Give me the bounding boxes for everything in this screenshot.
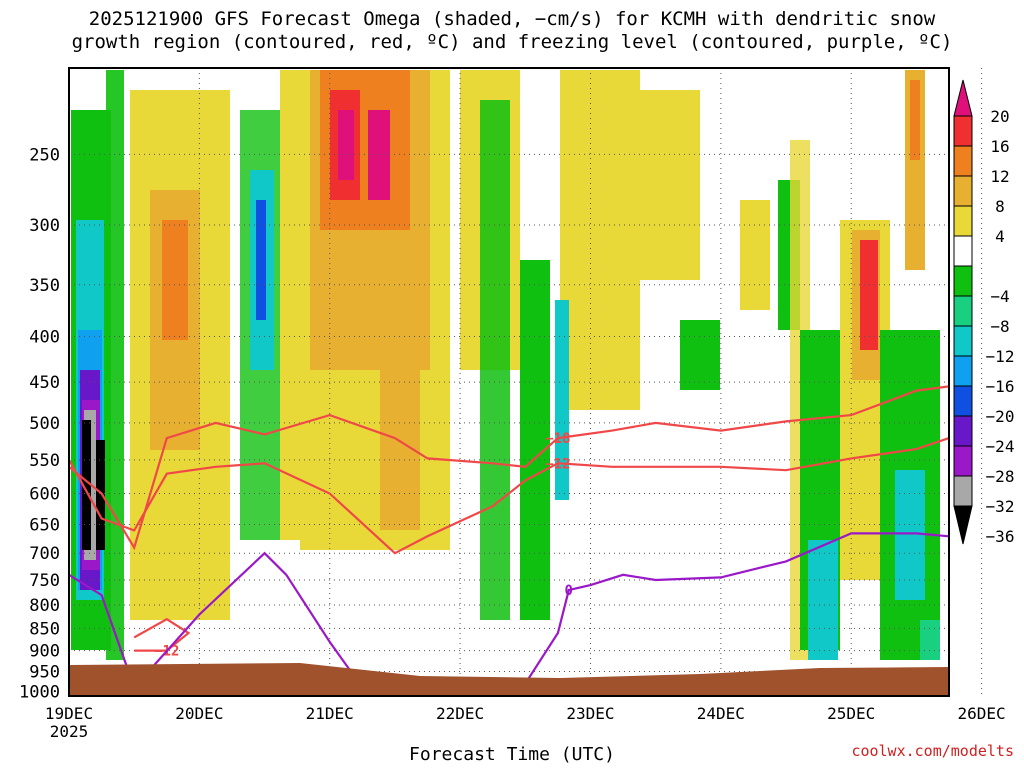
y-tick-label: 400 (29, 327, 60, 347)
colorbar-segment (953, 205, 973, 237)
y-tick-label: 500 (29, 414, 60, 434)
colorbar-segment (953, 325, 973, 357)
colorbar-label: −24 (986, 437, 1015, 456)
y-tick-label: 800 (29, 596, 60, 616)
x-tick-label: 20DEC (175, 704, 223, 723)
colorbar-label: 16 (990, 137, 1009, 156)
chart-title-line2: growth region (contoured, red, ºC) and f… (71, 31, 953, 53)
y-tick-label: 300 (29, 216, 60, 236)
y-tick-label: 650 (29, 516, 60, 536)
colorbar-segment (953, 265, 973, 297)
y-tick-label: 600 (29, 485, 60, 505)
x-axis: 19DEC 20DEC 21DEC 22DEC 23DEC 24DEC 25DEC 26DEC… (45, 704, 1006, 741)
x-tick-label: 23DEC (566, 704, 614, 723)
colorbar-segment (953, 445, 973, 477)
colorbar-segment (953, 385, 973, 417)
y-tick-label: 950 (29, 663, 60, 683)
y-tick-label: 700 (29, 544, 60, 564)
y-tick-label: 900 (29, 642, 60, 662)
contour-line (133, 617, 191, 652)
omega-shading (71, 70, 940, 660)
ground-surface (70, 663, 949, 696)
colorbar-top-arrow (953, 79, 973, 117)
y-tick-label: 750 (29, 571, 60, 591)
colorbar-label: −28 (986, 467, 1015, 486)
colorbar-label: −8 (990, 317, 1009, 336)
chart-title-line1: 2025121900 GFS Forecast Omega (shaded, −… (88, 8, 936, 30)
colorbar-label: −4 (990, 287, 1009, 306)
x-tick-year: 2025 (50, 722, 89, 741)
credit-text: coolwx.com/modelts (851, 742, 1014, 760)
colorbar-label: 20 (990, 107, 1009, 126)
colorbar-bottom-arrow (953, 505, 973, 545)
x-axis-title: Forecast Time (UTC) (409, 744, 615, 765)
y-tick-label: 1000 (19, 682, 60, 702)
y-tick-label: 550 (29, 451, 60, 471)
x-tick-label: 19DEC (45, 704, 93, 723)
x-tick-label: 21DEC (306, 704, 354, 723)
y-tick-label: 350 (29, 276, 60, 296)
colorbar-segment (953, 115, 973, 147)
colorbar-segment (953, 355, 973, 387)
y-tick-label: 450 (29, 373, 60, 393)
colorbar-segment (953, 175, 973, 207)
y-axis: 250 300 350 400 450 500 550 600 650 700 750 800 850 9… (19, 145, 60, 702)
contour-line (68, 385, 950, 551)
colorbar-label: 12 (990, 167, 1009, 186)
y-tick-label: 850 (29, 619, 60, 639)
contour-label: −18 (545, 431, 570, 447)
colorbar-label: 8 (995, 197, 1005, 216)
contour-label: 0 (565, 583, 573, 599)
contour-line (68, 437, 950, 555)
colorbar: 20 16 12 8 4 −4 −8 −12 −16 −20 −24 −28 −32 −36 (953, 79, 1015, 546)
colorbar-segment (953, 235, 973, 267)
plot-frame (68, 67, 950, 697)
x-tick-label: 24DEC (697, 704, 745, 723)
colorbar-label: −20 (986, 407, 1015, 426)
colorbar-segment (953, 475, 973, 507)
x-tick-label: 25DEC (827, 704, 875, 723)
colorbar-label: −36 (986, 527, 1015, 546)
colorbar-label: −32 (986, 497, 1015, 516)
colorbar-label: −12 (986, 347, 1015, 366)
colorbar-segment (953, 295, 973, 327)
colorbar-label: −16 (986, 377, 1015, 396)
x-tick-label: 22DEC (436, 704, 484, 723)
contour-label: −12 (545, 456, 570, 472)
colorbar-segment (953, 145, 973, 177)
colorbar-segment (953, 415, 973, 447)
colorbar-label: 4 (995, 227, 1005, 246)
x-tick-label: 26DEC (958, 704, 1006, 723)
y-tick-label: 250 (29, 145, 60, 165)
